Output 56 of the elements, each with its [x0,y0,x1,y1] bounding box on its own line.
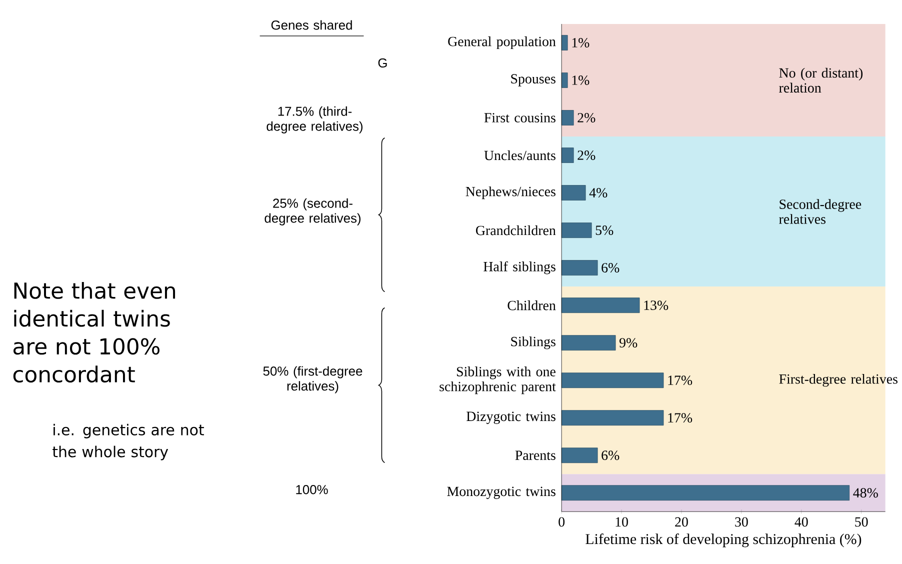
y-tick-label: Nephews/nieces [466,186,556,200]
data-label: 2% [578,150,596,160]
bar [561,298,640,314]
bar [561,35,568,51]
y-tick-label: Grandchildren [476,226,556,236]
bar [561,260,598,276]
data-label: 17% [668,376,692,386]
y-tick-label: Children [508,300,556,310]
x-tick-label: 30 [735,517,748,527]
bar [561,222,592,238]
data-label: 1% [572,76,590,86]
data-label: 9% [620,338,638,348]
text: 25% (second-degree relatives) [264,198,360,226]
band-label: First-degree relatives [779,374,898,387]
data-label: 6% [602,450,620,460]
x-tick-label: 20 [675,517,688,527]
band-label: Second-degree relatives [779,199,862,224]
band-label: No (or distant) relation [779,68,863,93]
x-axis-title: Lifetime risk of developing schizophrenia (%) [586,534,862,548]
y-tick-label: Parents [515,450,556,460]
bar [561,372,664,388]
data-label: 13% [644,300,668,310]
y-tick-label: Siblings with one schizophrenic parent [440,366,556,394]
bar [561,148,574,164]
data-label: 6% [602,263,620,273]
y-tick-label: First cousins [484,113,556,123]
data-label: 2% [578,113,596,123]
bar [561,110,574,126]
text: 100% [296,485,328,494]
y-tick-label: Half siblings [484,262,556,274]
text: 50% (first-degree relatives) [263,366,362,394]
bar [561,410,664,426]
y-tick-label: Monozygotic twins [447,486,556,500]
x-tick-label: 40 [794,517,808,527]
data-label: 48% [853,488,878,498]
text: i.e. genetics are not the whole story [52,424,204,460]
y-tick-label: Uncles/aunts [484,150,556,160]
data-label: 17% [668,413,692,423]
data-label: 5% [596,226,614,236]
x-tick-label: 10 [616,517,628,527]
y-tick-label: Dizygotic twins [466,412,556,424]
bar [561,185,586,201]
bar [561,335,616,351]
y-tick-label: General population [448,36,556,50]
y-tick-label: Siblings [511,336,556,350]
text: G [378,58,387,68]
data-label: 4% [589,188,608,198]
bar [561,448,598,464]
y-tick-label: Spouses [511,74,556,87]
text: Note that even identical twins are not 100% concordant [13,282,176,383]
text: 17.5% (third-degree relatives) [266,106,362,134]
x-tick-label: 0 [558,517,565,527]
bar [561,72,568,88]
text: Genes shared [271,20,352,30]
data-label: 1% [572,38,590,48]
x-tick-label: 50 [855,517,868,527]
